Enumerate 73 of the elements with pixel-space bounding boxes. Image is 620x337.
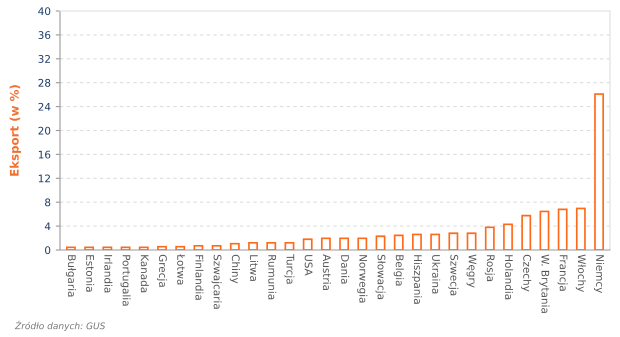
x-tick-label: Francja <box>558 255 568 291</box>
y-axis-title: Eksport (w %) <box>10 85 22 176</box>
y-tick-label: 16 <box>38 150 50 159</box>
x-tick-label: Norwegia <box>357 255 368 302</box>
y-tick-label: 28 <box>38 78 50 87</box>
x-tick-label: Chiny <box>230 254 240 284</box>
bar <box>302 238 313 250</box>
x-tick-label: Szwecja <box>448 254 458 296</box>
bar <box>175 246 186 250</box>
x-tick-label: Czechy <box>521 254 532 292</box>
x-tick-label: Turcja <box>284 254 295 284</box>
x-tick-label: Kanada <box>140 255 149 292</box>
y-tick-label: 40 <box>38 7 50 16</box>
bar <box>320 238 331 250</box>
bar <box>138 246 149 250</box>
x-tick-label: Estonia <box>86 255 94 292</box>
bar <box>466 232 477 250</box>
x-tick-label: Finlandia <box>195 255 204 300</box>
bar <box>412 234 422 250</box>
bar <box>357 238 368 250</box>
bar <box>193 244 204 250</box>
bar <box>558 208 568 250</box>
x-tick-label: Bułgaria <box>66 255 76 296</box>
y-tick-label: 0 <box>45 246 50 254</box>
bar <box>484 226 495 250</box>
x-tick-label: W. Brytania <box>539 254 550 313</box>
x-tick-label: Irlandia <box>104 255 112 292</box>
bar <box>157 246 167 250</box>
x-tick-label: Austria <box>322 254 331 290</box>
bar <box>339 238 350 250</box>
x-tick-label: Łotwa <box>177 254 185 284</box>
x-tick-label: Portugalia <box>120 255 131 306</box>
y-tick-label: 4 <box>44 222 50 230</box>
bar <box>266 242 276 250</box>
y-tick-label: 20 <box>38 126 50 135</box>
bar <box>540 210 550 250</box>
bar <box>120 246 130 250</box>
x-tick-label: Hiszpania <box>412 255 422 304</box>
x-tick-label: Rosja <box>484 255 495 282</box>
y-tick-label: 32 <box>38 55 50 63</box>
bar <box>594 93 604 250</box>
y-tick-label: 24 <box>38 102 50 111</box>
bar <box>576 208 586 250</box>
bar <box>376 235 386 250</box>
bar <box>212 244 222 250</box>
bar <box>284 242 294 250</box>
y-tick-label: 12 <box>38 174 50 182</box>
bar <box>448 232 458 250</box>
bar <box>248 242 258 250</box>
bar <box>394 234 404 250</box>
bar <box>66 246 76 250</box>
x-tick-label: Rumunia <box>268 255 276 300</box>
x-tick-label: USA <box>304 255 313 276</box>
x-tick-label: Litwa <box>250 255 258 281</box>
text: Źródło danych: GUS <box>14 320 106 331</box>
x-tick-label: Węgry <box>466 254 476 288</box>
bar <box>521 214 532 250</box>
x-tick-label: Dania <box>341 255 350 284</box>
bar <box>102 246 112 250</box>
y-tick-label: 8 <box>45 198 50 206</box>
x-tick-label: Belgia <box>394 255 404 286</box>
bar <box>503 223 513 250</box>
x-tick-label: Ukraina <box>432 255 440 294</box>
x-tick-label: Włochy <box>576 254 586 292</box>
x-tick-label: Niemcy <box>594 255 604 293</box>
x-tick-label: Szwajcaria <box>212 254 222 309</box>
x-tick-label: Holandia <box>504 255 514 300</box>
y-tick-label: 36 <box>38 31 50 40</box>
bar <box>430 234 440 250</box>
bar <box>230 242 240 250</box>
bar <box>84 246 94 250</box>
x-tick-label: Grecja <box>156 254 168 287</box>
x-tick-label: Słowacja <box>375 254 386 300</box>
